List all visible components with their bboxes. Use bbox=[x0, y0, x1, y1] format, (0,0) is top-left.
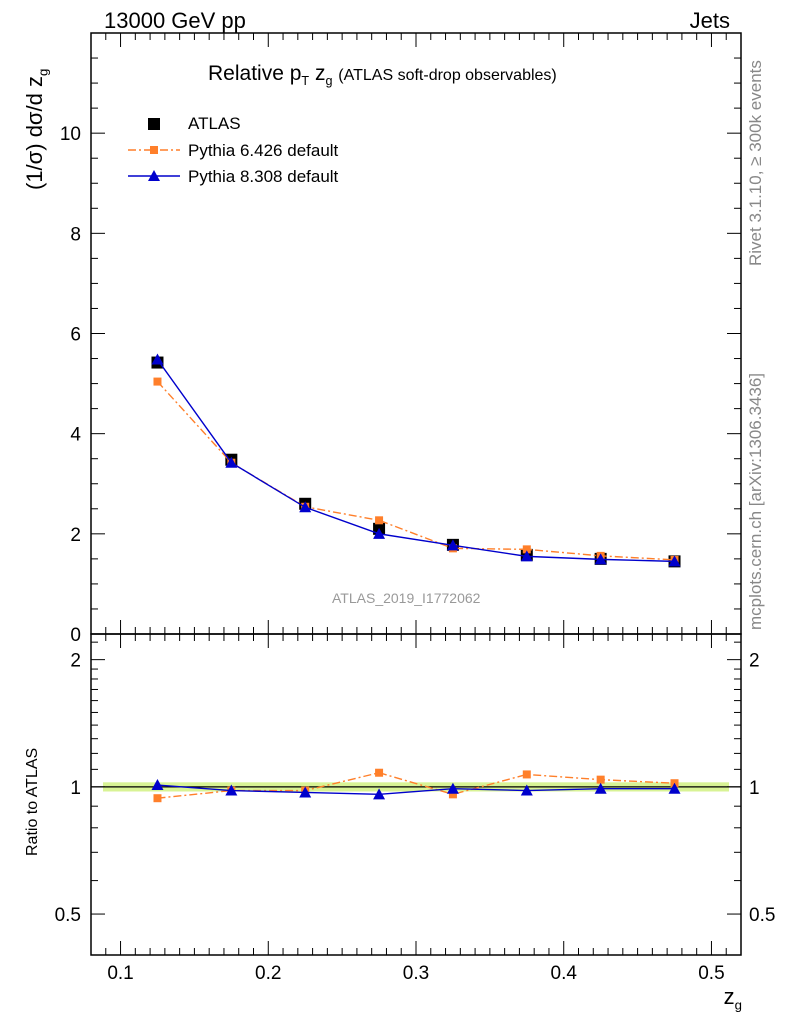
series-line-ratio bbox=[157, 784, 675, 796]
y-tick-label-main: 6 bbox=[70, 325, 81, 346]
energy-label: 13000 GeV pp bbox=[104, 8, 246, 33]
title-rest: (ATLAS soft-drop observables) bbox=[338, 67, 557, 84]
title-zg: z bbox=[314, 62, 326, 85]
data-point-ratio bbox=[522, 770, 531, 779]
data-point-ratio bbox=[448, 790, 457, 799]
data-point-ratio bbox=[594, 782, 607, 794]
analysis-watermark: ATLAS_2019_I1772062 bbox=[332, 590, 481, 606]
y-tick-label-ratio-right: 2 bbox=[749, 651, 760, 672]
legend-marker bbox=[150, 146, 158, 154]
y-tick-label-main: 10 bbox=[60, 124, 81, 145]
x-tick-label: 0.3 bbox=[403, 963, 429, 984]
legend-marker bbox=[148, 118, 160, 130]
data-point-main bbox=[153, 377, 162, 386]
x-tick-label: 0.1 bbox=[107, 963, 133, 984]
x-axis-label-text: z bbox=[723, 984, 735, 1009]
data-point-ratio bbox=[668, 782, 681, 794]
data-point-main bbox=[446, 539, 459, 551]
chart-title: Relative pT zg (ATLAS soft-drop observab… bbox=[208, 62, 557, 88]
x-tick-label: 0.2 bbox=[255, 963, 281, 984]
series-line-main bbox=[156, 381, 675, 561]
y-axis-label-ratio: Ratio to ATLAS bbox=[24, 747, 41, 856]
data-point-ratio bbox=[520, 784, 533, 796]
source-label: mcplots.cern.ch [arXiv:1306.3436] bbox=[746, 372, 765, 630]
data-point-ratio bbox=[375, 768, 384, 777]
data-point-ratio bbox=[299, 786, 312, 798]
y-tick-label-ratio: 2 bbox=[70, 651, 81, 672]
y-tick-label-main: 4 bbox=[70, 425, 81, 446]
y-tick-label-main: 8 bbox=[70, 224, 81, 245]
y-tick-label-ratio: 1 bbox=[70, 778, 81, 799]
data-point-main bbox=[522, 545, 531, 554]
data-point-ratio bbox=[446, 782, 459, 794]
y-axis-label-main: (1/σ) dσ/d zg bbox=[22, 69, 50, 190]
y-tick-label-ratio-right: 0.5 bbox=[749, 905, 775, 926]
series-line-main bbox=[156, 359, 675, 563]
legend-label-pythia6: Pythia 6.426 default bbox=[188, 141, 339, 160]
process-label: Jets bbox=[689, 8, 730, 33]
x-axis-label: zg bbox=[724, 984, 742, 1012]
x-axis-label-sub: g bbox=[734, 997, 742, 1013]
data-point-main bbox=[373, 527, 386, 539]
title-main: Relative p bbox=[208, 62, 302, 85]
title-sub-t: T bbox=[301, 74, 310, 89]
x-tick-label: 0.4 bbox=[551, 963, 578, 984]
y-tick-label-ratio: 0.5 bbox=[55, 905, 81, 926]
data-point-ratio bbox=[151, 779, 164, 791]
y-axis-label-main-sub: g bbox=[35, 68, 51, 77]
data-point-main bbox=[520, 550, 533, 562]
data-point-main bbox=[299, 501, 312, 513]
data-point-ratio bbox=[153, 794, 162, 803]
data-point-main bbox=[225, 456, 238, 468]
legend-label-atlas: ATLAS bbox=[188, 114, 241, 133]
rivet-version-label: Rivet 3.1.10, ≥ 300k events bbox=[746, 60, 765, 266]
data-point-main bbox=[375, 516, 384, 525]
data-point-main bbox=[151, 353, 164, 365]
data-point-ratio bbox=[373, 788, 386, 800]
legend-label-pythia8: Pythia 8.308 default bbox=[188, 167, 339, 186]
x-tick-label: 0.5 bbox=[698, 963, 724, 984]
title-zg-sub: g bbox=[325, 74, 333, 89]
data-point-ratio bbox=[225, 784, 238, 796]
y-tick-label-main: 2 bbox=[70, 525, 81, 546]
legend-marker bbox=[148, 170, 160, 181]
data-point-ratio bbox=[596, 775, 605, 784]
y-tick-label-ratio-right: 1 bbox=[749, 778, 760, 799]
data-point-main bbox=[668, 555, 681, 567]
y-tick-label-main: 0 bbox=[70, 625, 81, 646]
y-axis-label-main-text: (1/σ) dσ/d z bbox=[22, 76, 47, 190]
data-point-main bbox=[594, 553, 607, 565]
ratio-plot-frame bbox=[90, 633, 742, 956]
